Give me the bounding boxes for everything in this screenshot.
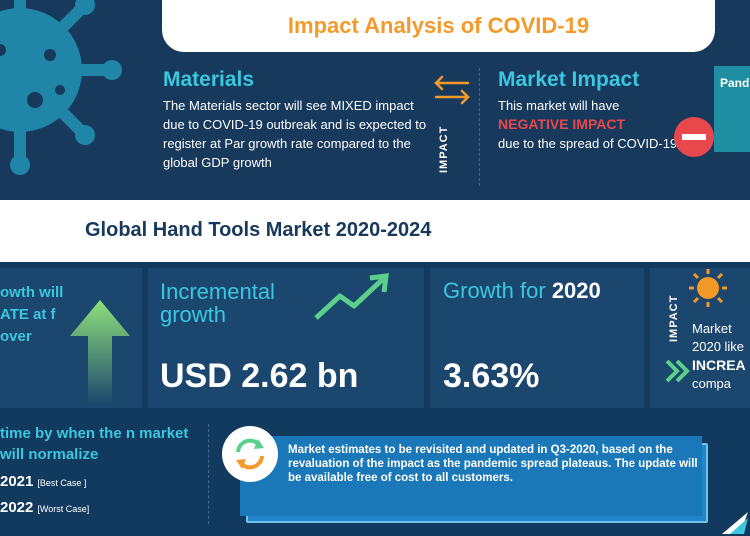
incremental-title: Incremental growth [160,280,275,326]
increase-highlight: INCREA [692,357,746,373]
market-impact-heading: Market Impact [498,68,640,91]
right-line3: compa [692,376,732,391]
growth-card-left [0,268,142,408]
right-line2: 2020 like [692,339,745,354]
minus-icon [674,117,714,157]
normalize-question: time by when the n market will normalize [0,425,189,463]
incremental-value: USD 2.62 bn [160,357,359,395]
divider [479,68,480,186]
growth-2020-card [430,268,644,408]
refresh-icon-badge [222,426,278,482]
swap-arrows-icon [434,75,470,105]
worst-case-row: 2022 [Worst Case] [0,499,89,516]
note-text: Market estimates to be revisited and upd… [288,444,698,484]
market-impact-before: This market will have [498,98,620,113]
page-title: Impact Analysis of COVID-19 [287,13,590,38]
best-case-label: [Best Case ] [37,478,87,488]
pandemic-card-text: Pand [720,76,750,90]
left-growth-text: owth will ATE at f over [0,284,64,345]
market-impact-text: This market will have NEGATIVE IMPACT du… [498,96,698,153]
growth-title-prefix: Growth for [443,278,552,303]
growth-title-year: 2020 [551,278,601,303]
market-impact-after: due to the spread of COVID-19 [498,136,678,151]
worst-case-year: 2022 [0,499,34,516]
materials-heading: Materials [163,68,255,91]
negative-impact-highlight: NEGATIVE IMPACT [498,116,626,132]
incremental-title-line1: Incremental [160,279,275,304]
incremental-title-line2: growth [160,302,227,327]
trend-chart-icon [314,273,389,320]
title-card: Impact Analysis of COVID-19 [162,0,715,52]
best-case-row: 2021 [Best Case ] [0,473,86,490]
refresh-icon [236,438,264,470]
virus-icon [0,0,122,175]
right-impact-label: IMPACT [668,294,680,342]
market-impact-block: Market Impact This market will have NEGA… [498,68,698,153]
logo-icon [722,512,748,534]
up-arrow-icon [70,300,130,405]
sun-icon [689,269,727,307]
worst-case-label: [Worst Case] [37,504,90,514]
bottom-divider [208,424,209,524]
chevron-icon [665,359,690,383]
materials-text: The Materials sector will see MIXED impa… [163,98,427,170]
incremental-card [148,268,424,408]
materials-block: Materials The Materials sector will see … [163,68,428,172]
growth-value: 3.63% [443,357,540,395]
market-title-band: Global Hand Tools Market 2020-2024 [0,200,750,262]
growth-title: Growth for 2020 [443,278,601,304]
best-case-year: 2021 [0,473,34,490]
impact-label: IMPACT [438,125,450,173]
market-title: Global Hand Tools Market 2020-2024 [85,219,432,241]
note-box [240,436,702,516]
top-section: Impact Analysis of COVID-19 Materials Th… [0,0,750,200]
right-line1: Market [692,321,732,336]
pandemic-card: Pand [714,66,750,152]
right-panel-text: Market 2020 like INCREA compa [692,320,750,393]
